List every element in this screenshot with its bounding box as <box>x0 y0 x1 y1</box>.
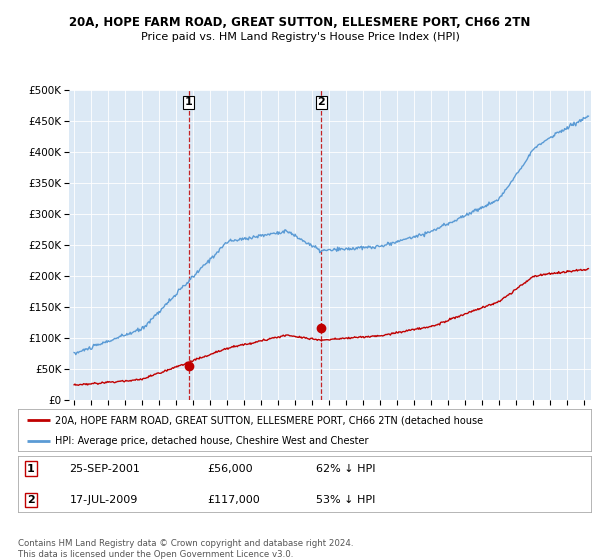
Text: £117,000: £117,000 <box>207 495 260 505</box>
Text: 62% ↓ HPI: 62% ↓ HPI <box>316 464 376 474</box>
Text: 20A, HOPE FARM ROAD, GREAT SUTTON, ELLESMERE PORT, CH66 2TN: 20A, HOPE FARM ROAD, GREAT SUTTON, ELLES… <box>70 16 530 29</box>
Text: Price paid vs. HM Land Registry's House Price Index (HPI): Price paid vs. HM Land Registry's House … <box>140 32 460 43</box>
Text: £56,000: £56,000 <box>207 464 253 474</box>
Text: Contains HM Land Registry data © Crown copyright and database right 2024.
This d: Contains HM Land Registry data © Crown c… <box>18 539 353 559</box>
Text: 2: 2 <box>27 495 34 505</box>
Text: 1: 1 <box>185 97 193 108</box>
Text: 2: 2 <box>317 97 325 108</box>
Text: 20A, HOPE FARM ROAD, GREAT SUTTON, ELLESMERE PORT, CH66 2TN (detached house: 20A, HOPE FARM ROAD, GREAT SUTTON, ELLES… <box>55 415 484 425</box>
Text: 17-JUL-2009: 17-JUL-2009 <box>70 495 138 505</box>
Text: 53% ↓ HPI: 53% ↓ HPI <box>316 495 376 505</box>
Text: 1: 1 <box>27 464 34 474</box>
Text: HPI: Average price, detached house, Cheshire West and Chester: HPI: Average price, detached house, Ches… <box>55 436 369 446</box>
Text: 25-SEP-2001: 25-SEP-2001 <box>70 464 140 474</box>
